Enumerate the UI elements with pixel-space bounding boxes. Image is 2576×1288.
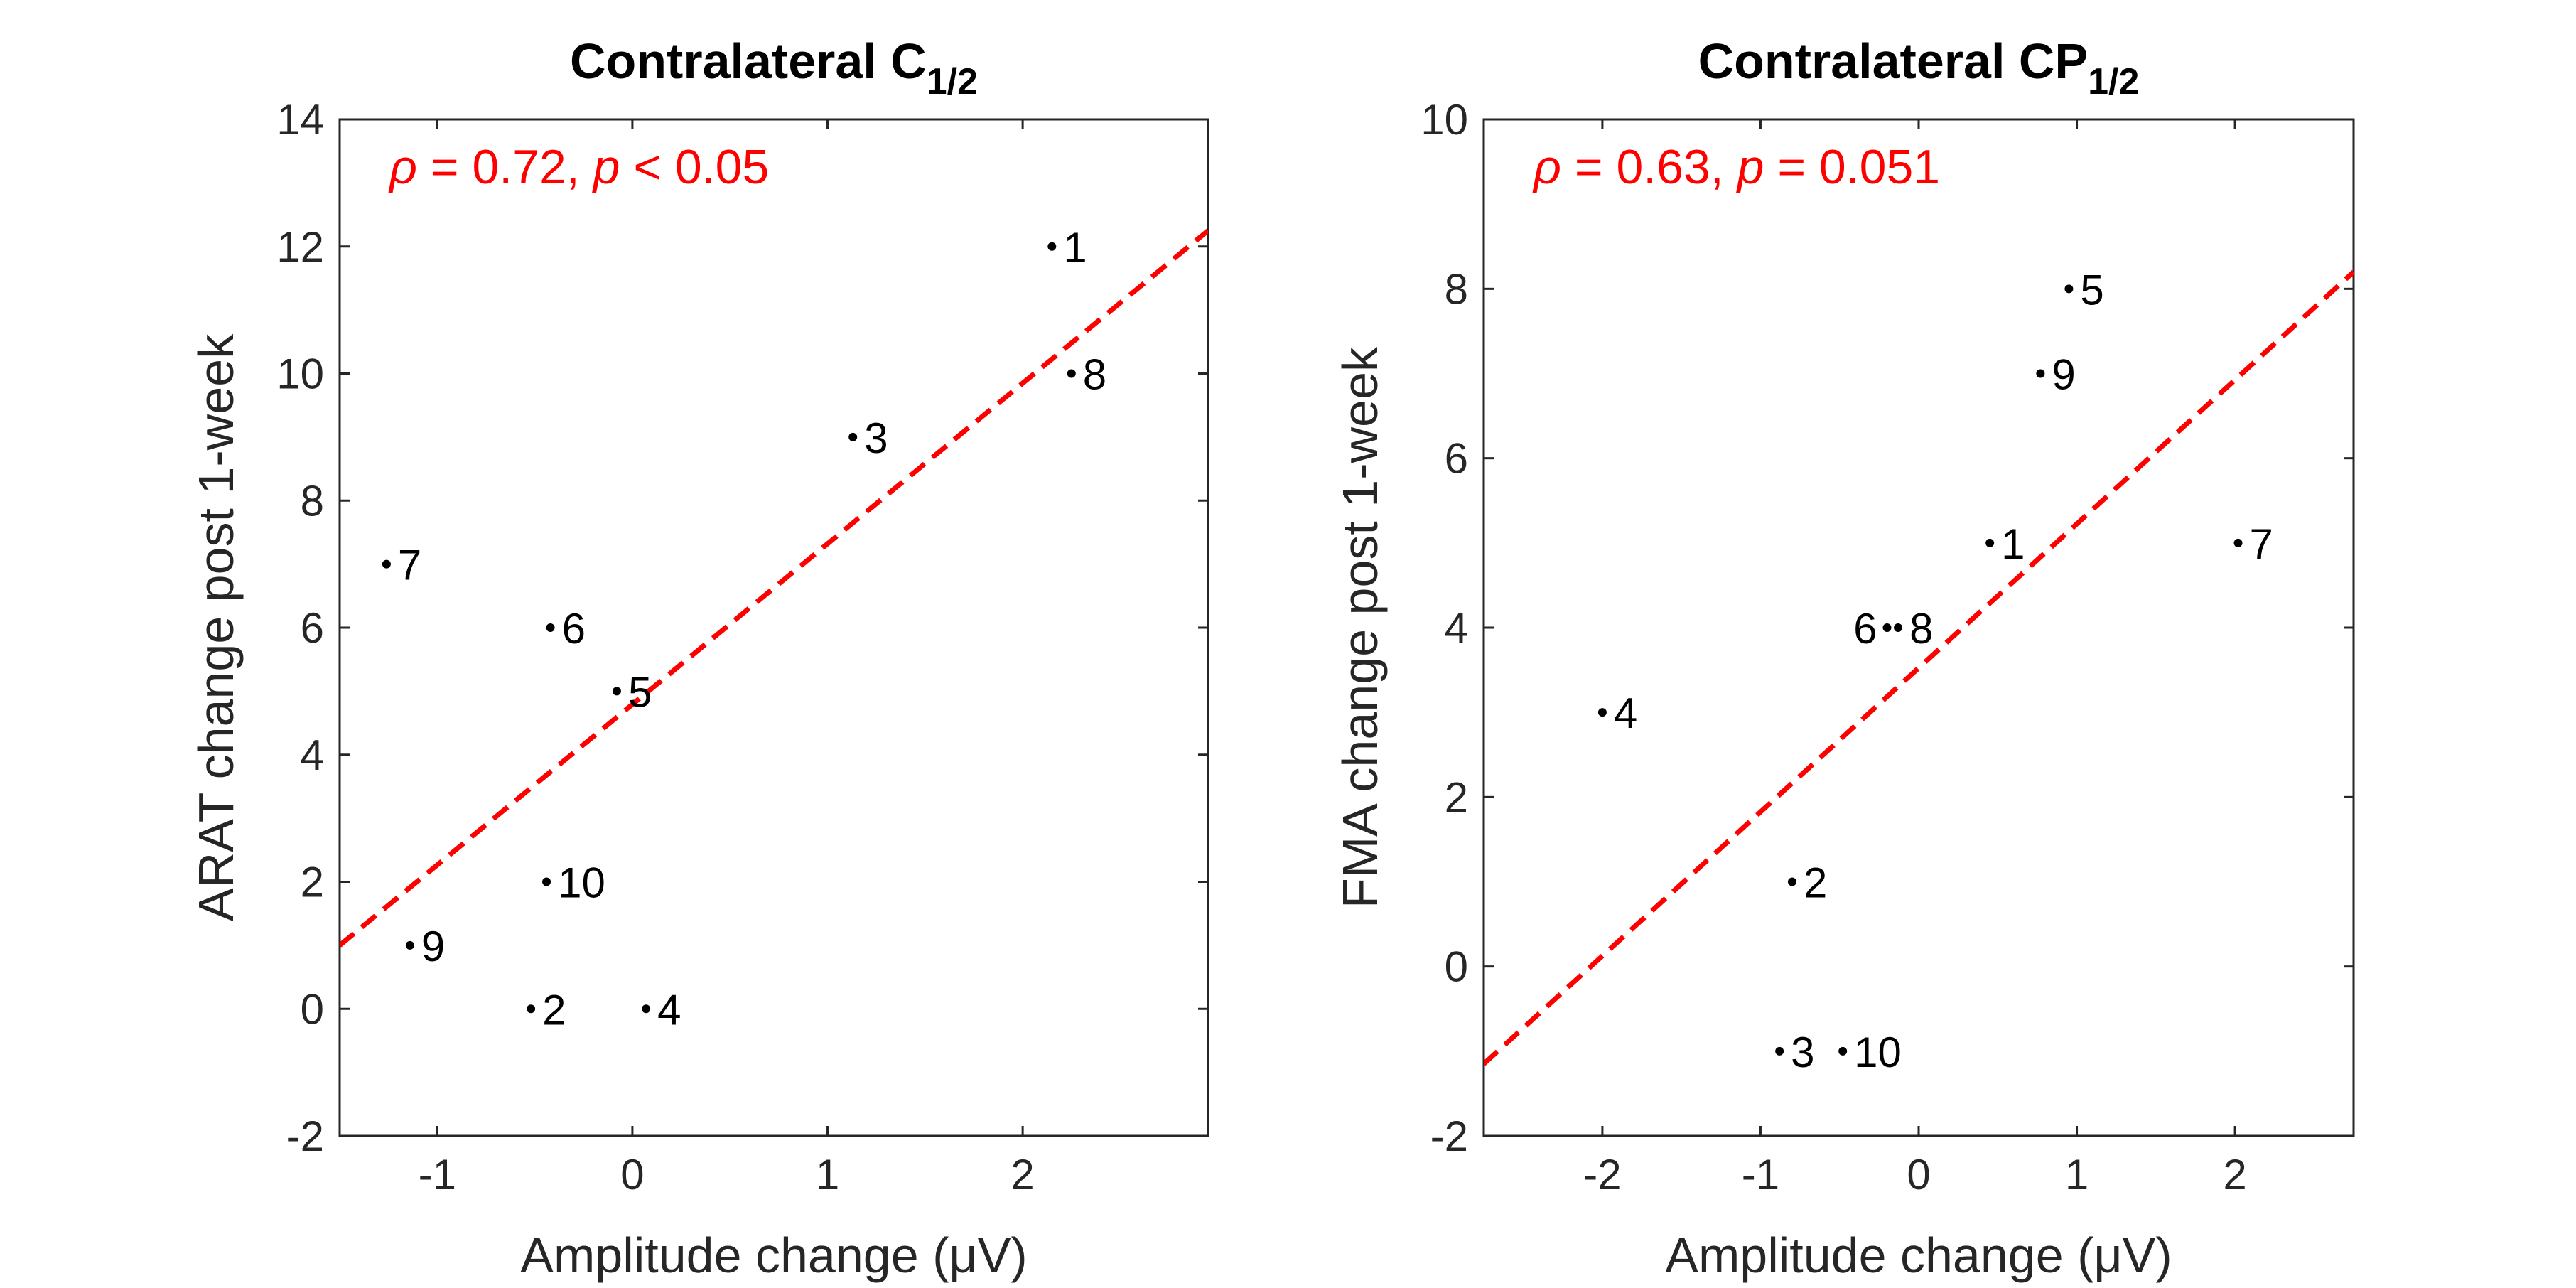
y-axis-label: FMA change post 1-week [1332, 346, 1388, 908]
x-tick-label: 2 [1011, 1151, 1034, 1198]
correlation-annotation-part: ρ [1532, 140, 1561, 194]
data-point [546, 623, 555, 632]
data-point [405, 940, 414, 950]
data-point-label: 2 [542, 986, 566, 1034]
data-point [1775, 1046, 1784, 1056]
y-tick-label: -2 [286, 1112, 324, 1160]
y-tick-label: 0 [301, 985, 324, 1033]
x-axis-label: Amplitude change (μV) [520, 1228, 1027, 1283]
x-tick-label: 1 [816, 1151, 839, 1198]
axes-box [338, 118, 1209, 1137]
data-point-label: 10 [558, 859, 605, 907]
y-tick-label: 12 [276, 223, 324, 271]
x-tick-label: 1 [2065, 1151, 2089, 1198]
data-point [1597, 708, 1607, 717]
data-point-label: 10 [1854, 1029, 1902, 1076]
data-point-label: 8 [1909, 605, 1933, 653]
data-point [1882, 623, 1892, 632]
data-point [642, 1004, 651, 1014]
data-point-label: 4 [1614, 689, 1637, 737]
chart-title-subscript: 1/2 [2088, 61, 2139, 102]
data-point-label: 1 [2001, 520, 2025, 568]
y-tick-label: 10 [1421, 96, 1468, 144]
regression-fit-line [1484, 269, 2354, 1066]
data-point-label: 3 [864, 414, 888, 462]
regression-fit-line [340, 228, 1208, 948]
correlation-annotation-part: p [1736, 140, 1764, 194]
chart-title-main: Contralateral CP [1698, 33, 2088, 89]
data-point [2064, 284, 2074, 294]
y-tick-label: 6 [1445, 435, 1468, 483]
x-tick-label: 0 [1907, 1151, 1930, 1198]
y-tick-label: 8 [1445, 265, 1468, 313]
data-point-label: 1 [1063, 224, 1087, 272]
y-tick-label: -2 [1430, 1112, 1468, 1160]
correlation-annotation-part: = 0.63, [1561, 140, 1737, 194]
chart-title-subscript: 1/2 [927, 61, 978, 102]
y-tick-label: 4 [1445, 604, 1468, 652]
data-point-label: 5 [628, 668, 652, 716]
data-point-label: 7 [398, 542, 421, 589]
correlation-annotation-part: = 0.051 [1764, 140, 1940, 194]
y-tick-label: 6 [301, 604, 324, 652]
x-tick-label: 2 [2223, 1151, 2246, 1198]
y-tick-label: 2 [301, 859, 324, 906]
correlation-annotation-part: < 0.05 [620, 140, 769, 194]
data-point [1067, 369, 1076, 378]
correlation-annotation: ρ = 0.63, p = 0.051 [1532, 140, 1940, 194]
data-point-label: 6 [562, 605, 586, 653]
y-tick-label: 8 [301, 477, 324, 525]
chart-title: Contralateral C1/2 [570, 33, 978, 102]
y-axis-label: ARAT change post 1-week [188, 333, 244, 921]
data-point-label: 2 [1804, 859, 1827, 907]
data-point-label: 3 [1791, 1029, 1814, 1076]
correlation-annotation-part: = 0.72, [417, 140, 593, 194]
data-point [1894, 623, 1903, 632]
data-point [1985, 538, 1995, 547]
data-point [1787, 877, 1796, 886]
chart-title: Contralateral CP1/2 [1698, 33, 2140, 102]
x-tick-label: 0 [620, 1151, 644, 1198]
data-point-label: 9 [421, 923, 445, 970]
data-point-label: 8 [1083, 351, 1106, 399]
data-point [2233, 538, 2243, 547]
y-tick-label: 2 [1445, 773, 1468, 821]
data-point [542, 877, 551, 886]
data-point-label: 5 [2080, 266, 2103, 313]
x-tick-label: -1 [419, 1151, 456, 1198]
data-point [612, 687, 621, 696]
x-axis-label: Amplitude change (μV) [1665, 1228, 2172, 1283]
y-tick-label: 10 [276, 350, 324, 398]
data-point-label: 4 [657, 986, 681, 1034]
chart-title-main: Contralateral C [570, 33, 927, 89]
correlation-annotation-part: ρ [388, 140, 417, 194]
data-point [382, 559, 391, 569]
correlation-annotation-part: p [592, 140, 620, 194]
data-point-label: 9 [2052, 351, 2075, 399]
x-tick-label: -2 [1583, 1151, 1621, 1198]
data-point [1047, 242, 1057, 251]
data-point [527, 1004, 536, 1014]
x-tick-label: -1 [1742, 1151, 1779, 1198]
data-point-label: 7 [2250, 520, 2273, 568]
y-tick-label: 14 [276, 96, 324, 144]
data-point-label: 6 [1853, 605, 1877, 653]
correlation-annotation: ρ = 0.72, p < 0.05 [388, 140, 769, 194]
data-point [848, 432, 858, 441]
data-point [1838, 1046, 1848, 1056]
y-tick-label: 0 [1445, 943, 1468, 991]
data-point [2036, 369, 2045, 378]
y-tick-label: 4 [301, 731, 324, 779]
